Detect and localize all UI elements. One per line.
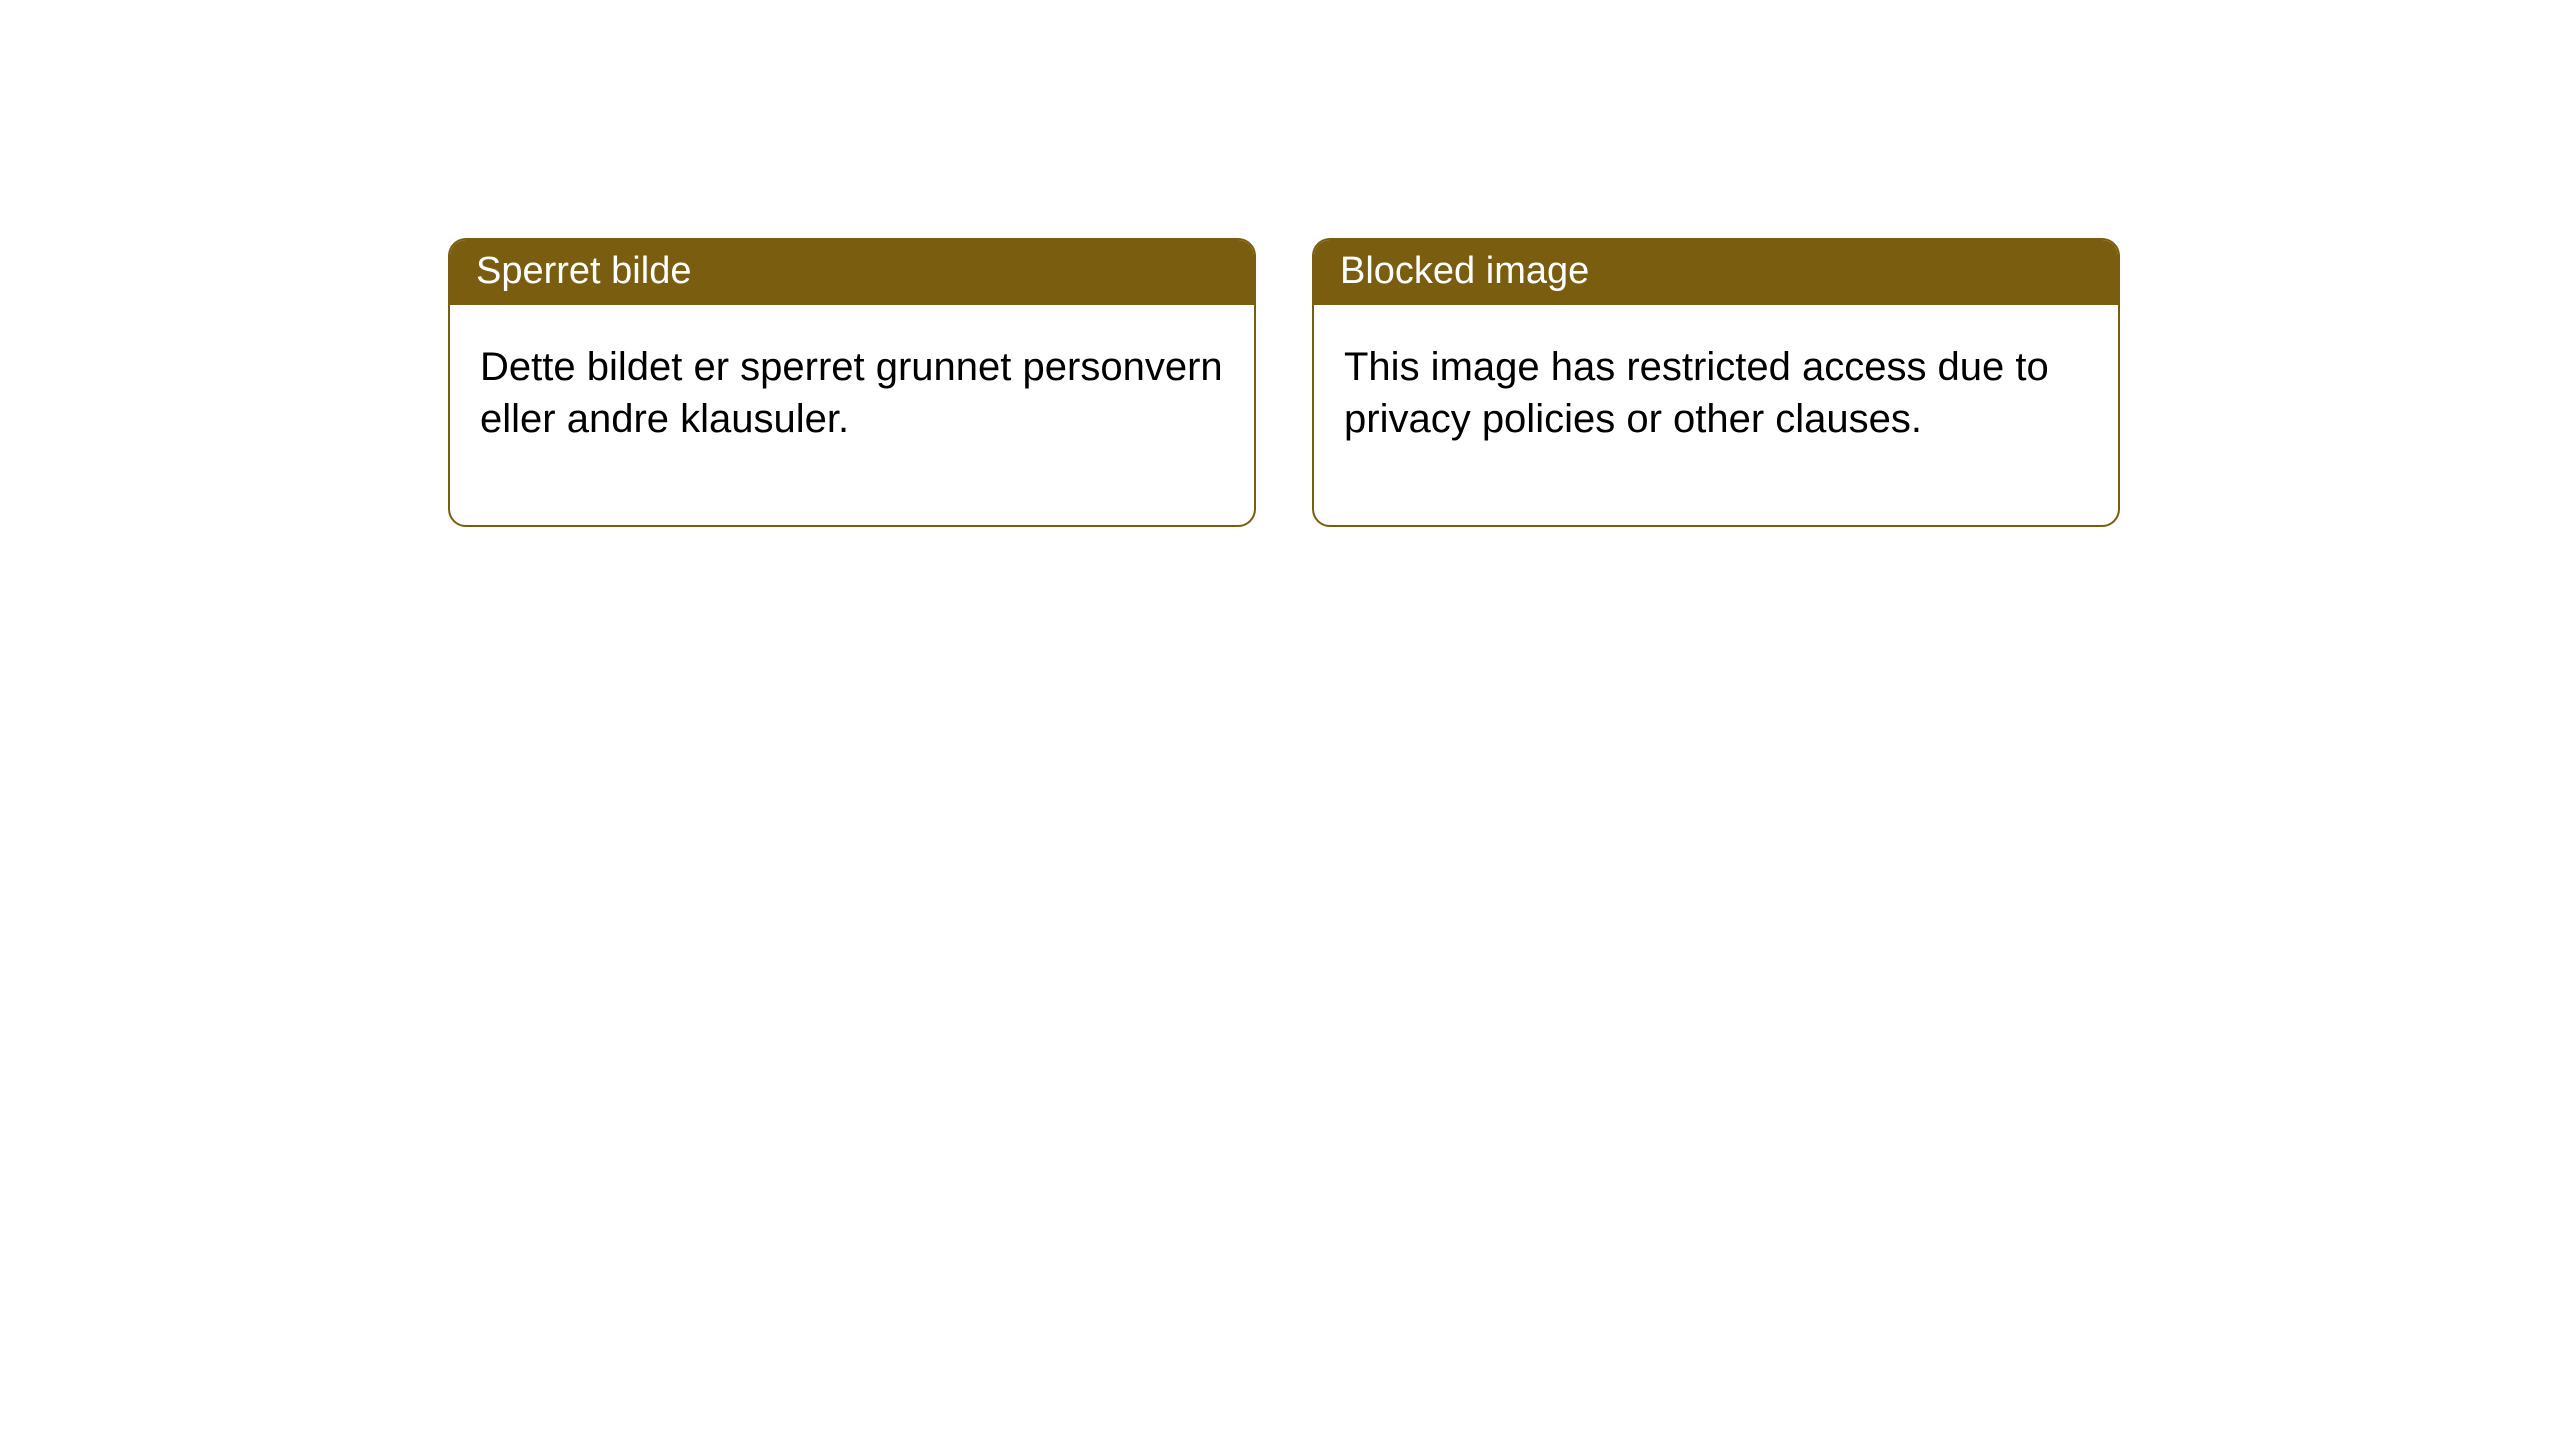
notice-card-english: Blocked image This image has restricted … [1312,238,2120,527]
notice-card-norwegian: Sperret bilde Dette bildet er sperret gr… [448,238,1256,527]
card-body-text: Dette bildet er sperret grunnet personve… [480,341,1224,445]
card-title: Blocked image [1314,240,2118,305]
card-title: Sperret bilde [450,240,1254,305]
notice-container: Sperret bilde Dette bildet er sperret gr… [0,0,2560,527]
card-body: This image has restricted access due to … [1314,305,2118,525]
card-body-text: This image has restricted access due to … [1344,341,2088,445]
card-body: Dette bildet er sperret grunnet personve… [450,305,1254,525]
